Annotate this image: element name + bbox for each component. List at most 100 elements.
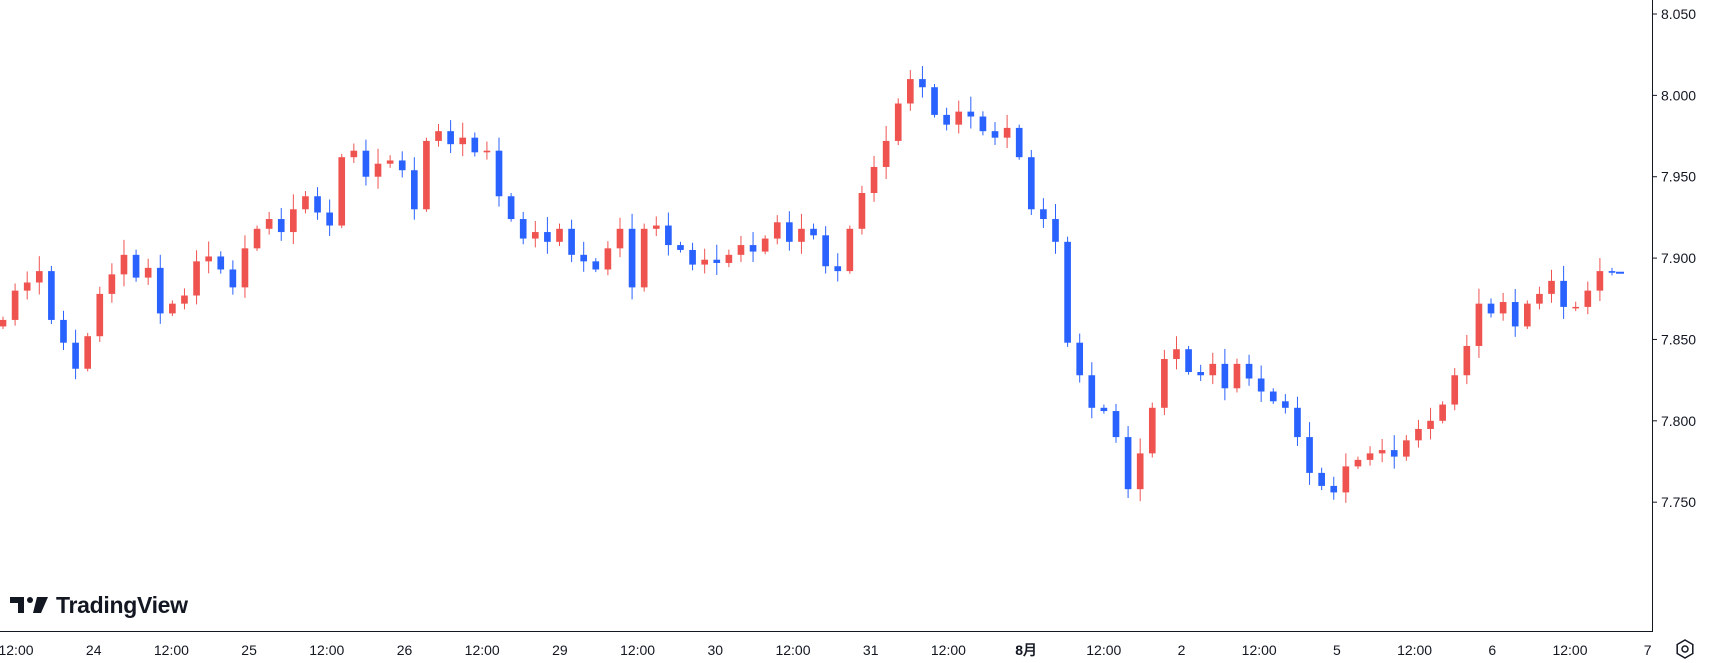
candle-body	[1523, 303, 1531, 327]
candle	[507, 193, 515, 222]
candle	[1475, 288, 1483, 358]
candle	[979, 111, 987, 136]
candle-body	[398, 160, 406, 171]
candle-body	[362, 150, 370, 177]
candle	[1040, 198, 1047, 228]
candle	[483, 141, 491, 160]
candle-body	[1052, 219, 1059, 242]
candle-body	[1294, 407, 1301, 438]
tradingview-watermark[interactable]: TradingView	[10, 588, 188, 622]
candle	[1148, 402, 1156, 458]
candle-body	[156, 267, 164, 314]
time-tick-label: 12:00	[931, 642, 966, 658]
candle-body	[737, 245, 745, 255]
candle	[169, 300, 176, 317]
candle	[798, 213, 805, 254]
candle	[181, 288, 188, 310]
candle-body	[386, 160, 394, 164]
candle-body	[48, 271, 55, 320]
candle	[689, 242, 696, 271]
time-tick-label: 12:00	[1242, 642, 1277, 658]
time-tick-label: 26	[397, 642, 413, 658]
candle	[1463, 334, 1471, 385]
candle	[253, 225, 261, 251]
candle-body	[302, 196, 309, 210]
candle	[1282, 394, 1289, 414]
candle-body	[1306, 437, 1313, 473]
candlestick-series	[0, 66, 1616, 503]
candle-body	[955, 111, 963, 125]
candle	[447, 120, 454, 154]
candle	[967, 96, 975, 129]
candle	[241, 235, 249, 298]
candle-body	[1185, 349, 1192, 372]
candle-body	[1148, 407, 1156, 454]
candle	[749, 232, 757, 262]
candle-body	[169, 303, 176, 314]
candle	[1161, 349, 1168, 416]
candle-body	[713, 259, 721, 263]
candle-body	[773, 222, 781, 239]
candle-body	[1427, 420, 1434, 429]
candle	[1100, 404, 1108, 414]
time-tick-label: 12:00	[465, 642, 500, 658]
candle-body	[447, 131, 454, 145]
candle-body	[1403, 440, 1410, 457]
candle	[652, 216, 660, 237]
candle	[858, 185, 866, 235]
candle	[810, 223, 817, 240]
time-tick-label: 31	[863, 642, 879, 658]
candle	[265, 211, 273, 235]
candle-body	[96, 293, 104, 337]
candle-body	[229, 269, 237, 288]
candle	[459, 122, 467, 157]
candle	[495, 137, 503, 207]
candle	[1572, 301, 1580, 312]
candle	[894, 98, 902, 146]
candle-body	[1487, 303, 1495, 314]
candle	[156, 254, 164, 324]
time-axis[interactable]: 12:00 24 12:00 25 12:00 26 12:00 29 12:00 30 12:00…	[0, 642, 1652, 658]
candle-body	[1064, 241, 1071, 343]
candle-body	[1040, 209, 1047, 220]
candle	[205, 241, 212, 274]
candle	[1330, 476, 1338, 500]
candle-body	[290, 209, 297, 233]
candle	[1088, 362, 1096, 419]
candle-body	[531, 232, 539, 239]
candle	[737, 235, 745, 263]
candle	[1596, 258, 1604, 302]
candle	[350, 143, 358, 163]
candle	[1451, 368, 1459, 411]
candle-body	[1548, 280, 1555, 294]
candle	[1112, 403, 1120, 443]
candle	[217, 251, 225, 274]
candle	[1197, 364, 1205, 381]
candle	[761, 235, 769, 255]
candle	[834, 253, 842, 282]
time-tick-label: 12:00	[1086, 642, 1121, 658]
candle	[108, 263, 116, 303]
price-axis[interactable]: 8.050 8.000 7.950 7.900 7.850 7.800 7.750	[1652, 6, 1696, 510]
candle	[725, 249, 733, 268]
candle	[786, 211, 793, 251]
candle	[1354, 456, 1362, 469]
candle	[471, 132, 479, 157]
candle-body	[11, 290, 19, 320]
candle	[314, 187, 321, 220]
candle-body	[483, 150, 491, 153]
candle-body	[592, 261, 600, 270]
time-tick-label: 30	[708, 642, 724, 658]
candle	[23, 271, 31, 300]
candle-body	[120, 254, 128, 275]
candle	[0, 316, 7, 330]
candle-body	[979, 116, 987, 132]
candle-body	[108, 274, 116, 294]
candle-body	[1475, 303, 1483, 346]
candle-body	[507, 196, 515, 220]
candle	[1064, 236, 1071, 347]
settings-icon[interactable]	[1674, 638, 1696, 660]
candle	[1003, 114, 1011, 149]
candle-body	[1003, 127, 1011, 138]
